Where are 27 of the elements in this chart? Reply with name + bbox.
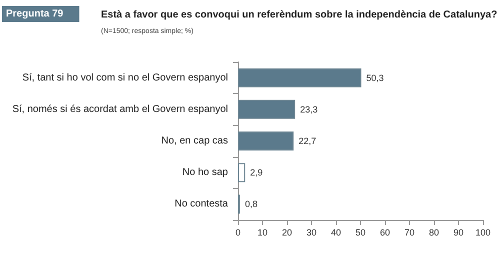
x-tick-label: 100 [475, 228, 491, 238]
bar [238, 68, 362, 88]
data-label: 0,8 [244, 199, 258, 210]
bar [238, 132, 294, 150]
text: Pregunta 79 [6, 8, 64, 20]
x-tick-label: 40 [330, 228, 342, 238]
bar [238, 100, 296, 119]
x-tick-label: 30 [306, 228, 317, 238]
x-tick-label: 70 [404, 228, 415, 238]
data-label: 22,7 [298, 136, 316, 146]
y-tick-label: Sí, només si és acordat amb el Govern espanyol [12, 104, 228, 115]
x-tick-label: 0 [235, 228, 241, 238]
y-tick-label: Sí, tant si ho vol com si no el Govern espanyol [22, 72, 228, 84]
chart-title: Està a favor que es convoqui un referèndum sobre la independència de Catalunya? [101, 10, 497, 20]
data-label: 23,3 [300, 104, 318, 114]
y-tick-label: No, en cap cas [161, 136, 228, 146]
x-tick-label: 20 [282, 228, 292, 238]
data-label: 50,3 [366, 72, 384, 83]
y-tick-label: No ho sap [182, 167, 228, 178]
x-tick-label: 50 [355, 228, 366, 238]
bar [238, 163, 246, 182]
y-tick-label: No contesta [174, 198, 228, 210]
data-label: 2,9 [250, 168, 263, 178]
x-tick-label: 10 [257, 228, 268, 238]
x-tick-label: 80 [428, 228, 440, 238]
x-tick-label: 90 [453, 228, 464, 238]
x-tick-label: 60 [380, 228, 390, 238]
